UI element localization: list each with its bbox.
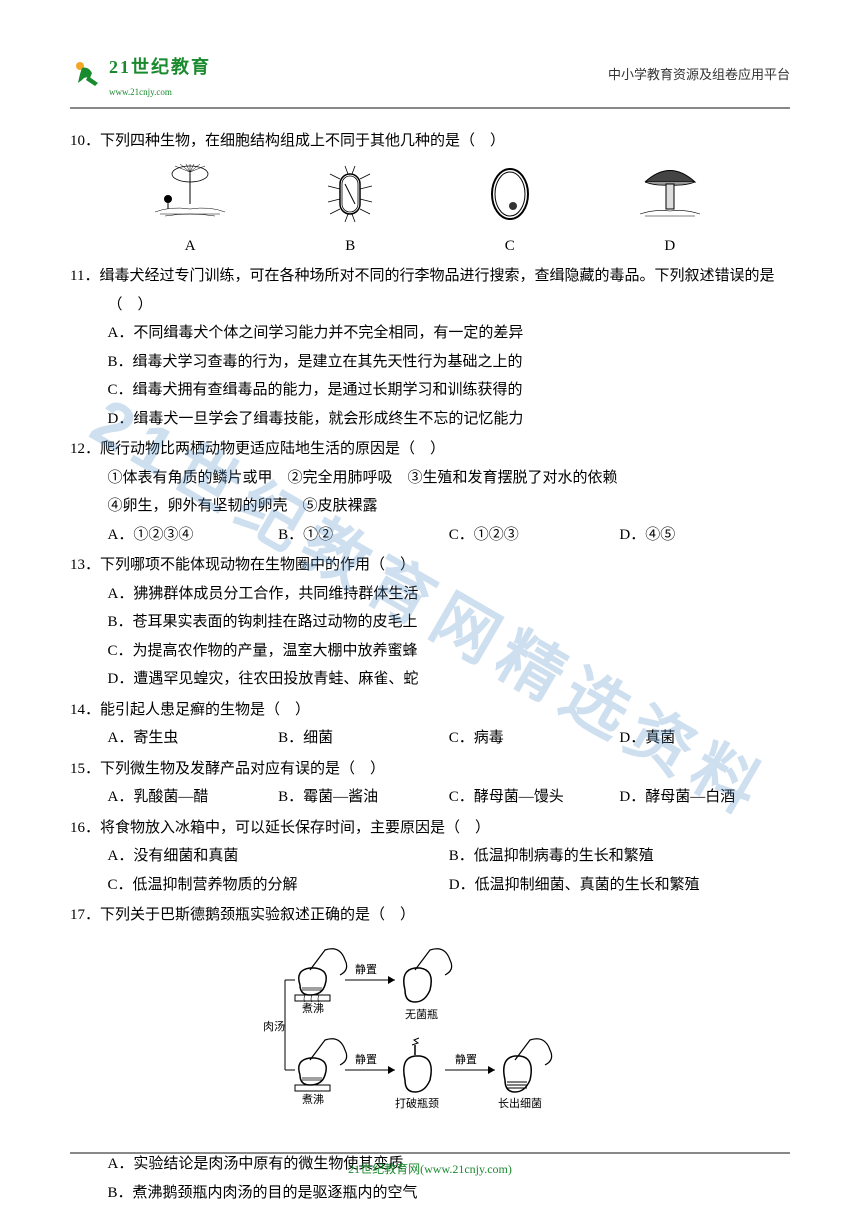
q11-opt-a: A．不同缉毒犬个体之间学习能力并不完全相同，有一定的差异 <box>70 319 790 348</box>
q11-text: 11．缉毒犬经过专门训练，可在各种场所对不同的行李物品进行搜索，查缉隐藏的毒品。… <box>70 262 790 319</box>
header-right-text: 中小学教育资源及组卷应用平台 <box>608 63 790 88</box>
footer-text: 21世纪教育网(www.21cnjy.com) <box>348 1162 512 1176</box>
q17-text: 17．下列关于巴斯德鹅颈瓶实验叙述正确的是（ ） <box>70 901 790 930</box>
q15-opt-b: B．霉菌—酱油 <box>278 783 449 812</box>
q14-opt-a: A．寄生虫 <box>108 724 279 753</box>
svg-text:静置: 静置 <box>355 962 377 976</box>
q11-opt-b: B．缉毒犬学习查毒的行为，是建立在其先天性行为基础之上的 <box>70 348 790 377</box>
q16-opt-a: A．没有细菌和真菌 <box>108 842 449 871</box>
q15-text: 15．下列微生物及发酵产品对应有误的是（ ） <box>70 755 790 784</box>
svg-text:煮沸: 煮沸 <box>302 1002 324 1015</box>
q16-text: 16．将食物放入冰箱中，可以延长保存时间，主要原因是（ ） <box>70 814 790 843</box>
label-c: C <box>505 232 515 261</box>
svg-text:打破瓶颈: 打破瓶颈 <box>395 1096 439 1110</box>
bio-image-a <box>150 164 230 224</box>
bio-image-b <box>310 164 390 224</box>
q14-text: 14．能引起人患足癣的生物是（ ） <box>70 696 790 725</box>
question-12: 12．爬行动物比两栖动物更适应陆地生活的原因是（ ） ①体表有角质的鳞片或甲 ②… <box>70 435 790 549</box>
logo-text-en: www.21cnjy.com <box>109 84 211 101</box>
page-footer: 21世纪教育网(www.21cnjy.com) <box>70 1152 790 1181</box>
q13-opt-b: B．苍耳果实表面的钩刺挂在路过动物的皮毛上 <box>70 608 790 637</box>
svg-text:煮沸: 煮沸 <box>302 1093 324 1106</box>
q12-text: 12．爬行动物比两栖动物更适应陆地生活的原因是（ ） <box>70 435 790 464</box>
q10-text: 10．下列四种生物，在细胞结构组成上不同于其他几种的是（ ） <box>70 127 790 156</box>
q17-opt-b: B．煮沸鹅颈瓶内肉汤的目的是驱逐瓶内的空气 <box>70 1179 790 1208</box>
q15-opt-c: C．酵母菌—馒头 <box>449 783 620 812</box>
q16-row2: C．低温抑制营养物质的分解 D．低温抑制细菌、真菌的生长和繁殖 <box>70 871 790 900</box>
svg-text:无菌瓶: 无菌瓶 <box>405 1007 438 1021</box>
svg-text:静置: 静置 <box>355 1052 377 1066</box>
label-a: A <box>185 232 196 261</box>
label-b: B <box>345 232 355 261</box>
label-d: D <box>664 232 675 261</box>
q12-options: A．①②③④ B．①② C．①②③ D．④⑤ <box>70 521 790 550</box>
q15-options: A．乳酸菌—醋 B．霉菌—酱油 C．酵母菌—馒头 D．酵母菌—白酒 <box>70 783 790 812</box>
q14-options: A．寄生虫 B．细菌 C．病毒 D．真菌 <box>70 724 790 753</box>
q17-diagram: 煮沸 肉汤 静置 无菌瓶 煮沸 <box>70 930 790 1151</box>
q16-opt-d: D．低温抑制细菌、真菌的生长和繁殖 <box>449 871 790 900</box>
q14-opt-c: C．病毒 <box>449 724 620 753</box>
q10-labels: A B C D <box>70 232 790 261</box>
q15-opt-a: A．乳酸菌—醋 <box>108 783 279 812</box>
bio-image-d <box>630 164 710 224</box>
question-13: 13．下列哪项不能体现动物在生物圈中的作用（ ） A．狒狒群体成员分工合作，共同… <box>70 551 790 694</box>
logo-block: 21世纪教育 www.21cnjy.com <box>70 50 211 101</box>
q12-opt-b: B．①② <box>278 521 449 550</box>
question-11: 11．缉毒犬经过专门训练，可在各种场所对不同的行李物品进行搜索，查缉隐藏的毒品。… <box>70 262 790 433</box>
question-15: 15．下列微生物及发酵产品对应有误的是（ ） A．乳酸菌—醋 B．霉菌—酱油 C… <box>70 755 790 812</box>
svg-text:长出细菌: 长出细菌 <box>498 1096 542 1110</box>
q13-text: 13．下列哪项不能体现动物在生物圈中的作用（ ） <box>70 551 790 580</box>
question-10: 10．下列四种生物，在细胞结构组成上不同于其他几种的是（ ） <box>70 127 790 260</box>
logo-text-cn: 21世纪教育 <box>109 57 211 77</box>
q13-opt-a: A．狒狒群体成员分工合作，共同维持群体生活 <box>70 580 790 609</box>
q14-opt-b: B．细菌 <box>278 724 449 753</box>
content-area: 10．下列四种生物，在细胞结构组成上不同于其他几种的是（ ） <box>70 117 790 1207</box>
q11-opt-d: D．缉毒犬一旦学会了缉毒技能，就会形成终生不忘的记忆能力 <box>70 405 790 434</box>
logo-icon <box>70 58 105 93</box>
q12-opt-c: C．①②③ <box>449 521 620 550</box>
question-14: 14．能引起人患足癣的生物是（ ） A．寄生虫 B．细菌 C．病毒 D．真菌 <box>70 696 790 753</box>
question-16: 16．将食物放入冰箱中，可以延长保存时间，主要原因是（ ） A．没有细菌和真菌 … <box>70 814 790 900</box>
q12-opt-d: D．④⑤ <box>619 521 790 550</box>
svg-text:静置: 静置 <box>455 1052 477 1066</box>
page-header: 21世纪教育 www.21cnjy.com 中小学教育资源及组卷应用平台 <box>70 50 790 109</box>
q12-opt-a: A．①②③④ <box>108 521 279 550</box>
q12-conditions: ①体表有角质的鳞片或甲 ②完全用肺呼吸 ③生殖和发育摆脱了对水的依赖 <box>70 464 790 493</box>
q16-opt-c: C．低温抑制营养物质的分解 <box>108 871 449 900</box>
svg-text:肉汤: 肉汤 <box>263 1019 285 1033</box>
q13-opt-d: D．遭遇罕见蝗灾，往农田投放青蛙、麻雀、蛇 <box>70 665 790 694</box>
q10-images <box>70 156 790 232</box>
q16-opt-b: B．低温抑制病毒的生长和繁殖 <box>449 842 790 871</box>
bio-image-c <box>470 164 550 224</box>
q11-opt-c: C．缉毒犬拥有查缉毒品的能力，是通过长期学习和训练获得的 <box>70 376 790 405</box>
q14-opt-d: D．真菌 <box>619 724 790 753</box>
q16-row1: A．没有细菌和真菌 B．低温抑制病毒的生长和繁殖 <box>70 842 790 871</box>
q15-opt-d: D．酵母菌—白酒 <box>619 783 790 812</box>
q13-opt-c: C．为提高农作物的产量，温室大棚中放养蜜蜂 <box>70 637 790 666</box>
q12-conditions2: ④卵生，卵外有坚韧的卵壳 ⑤皮肤裸露 <box>70 492 790 521</box>
